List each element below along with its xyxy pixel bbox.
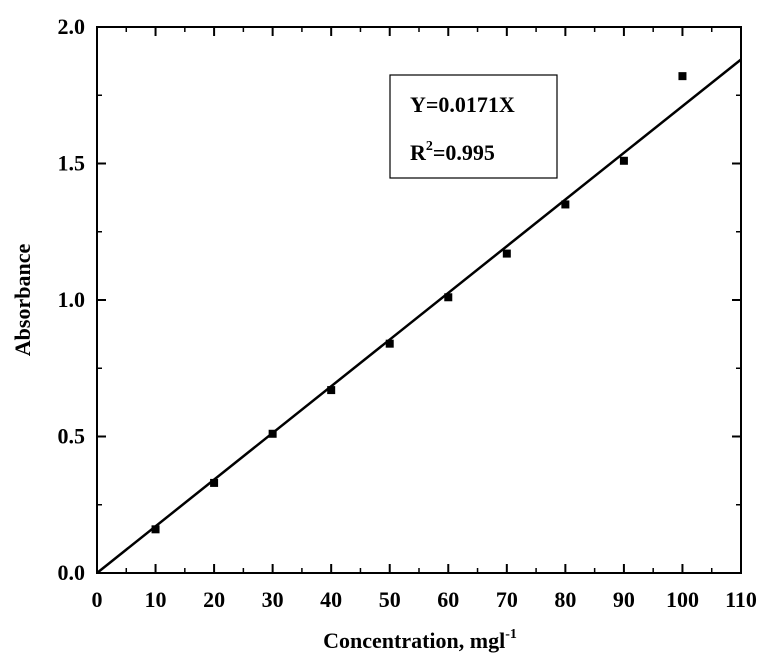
x-label-sup: -1 bbox=[505, 627, 517, 642]
data-point bbox=[619, 156, 628, 165]
x-tick-label: 110 bbox=[725, 587, 757, 612]
x-tick-label: 0 bbox=[92, 587, 103, 612]
x-tick-label: 20 bbox=[203, 587, 225, 612]
y-tick-label: 1.5 bbox=[58, 151, 86, 176]
x-axis-label: Concentration, mgl-1 bbox=[323, 627, 517, 653]
x-tick-label: 40 bbox=[320, 587, 342, 612]
data-point bbox=[151, 525, 160, 534]
y-tick-label: 0.0 bbox=[58, 560, 86, 585]
y-tick-label: 0.5 bbox=[58, 424, 86, 449]
x-tick-label: 100 bbox=[666, 587, 699, 612]
x-tick-label: 70 bbox=[496, 587, 518, 612]
data-point bbox=[561, 200, 570, 209]
r2-sup: 2 bbox=[426, 139, 433, 154]
annotation-box bbox=[389, 74, 558, 179]
annotation-equation: Y=0.0171X bbox=[410, 92, 515, 117]
data-point bbox=[678, 72, 687, 81]
r2-base: R bbox=[410, 140, 427, 165]
r2-rest: =0.995 bbox=[433, 140, 495, 165]
data-point bbox=[268, 429, 277, 438]
y-tick-label: 2.0 bbox=[58, 14, 86, 39]
x-tick-label: 50 bbox=[379, 587, 401, 612]
data-point bbox=[385, 339, 394, 348]
x-tick-label: 60 bbox=[437, 587, 459, 612]
x-label-text: Concentration, mgl bbox=[323, 628, 505, 653]
x-tick-label: 90 bbox=[613, 587, 635, 612]
fit-line bbox=[96, 58, 742, 574]
annotation-r2: R2=0.995 bbox=[410, 139, 495, 165]
x-tick-label: 10 bbox=[145, 587, 167, 612]
data-point bbox=[502, 249, 511, 258]
y-tick-label: 1.0 bbox=[58, 287, 86, 312]
data-point bbox=[327, 386, 336, 395]
data-point bbox=[210, 478, 219, 487]
data-point bbox=[444, 293, 453, 302]
x-tick-label: 80 bbox=[554, 587, 576, 612]
x-tick-label: 30 bbox=[262, 587, 284, 612]
y-axis-label: Absorbance bbox=[10, 244, 35, 357]
